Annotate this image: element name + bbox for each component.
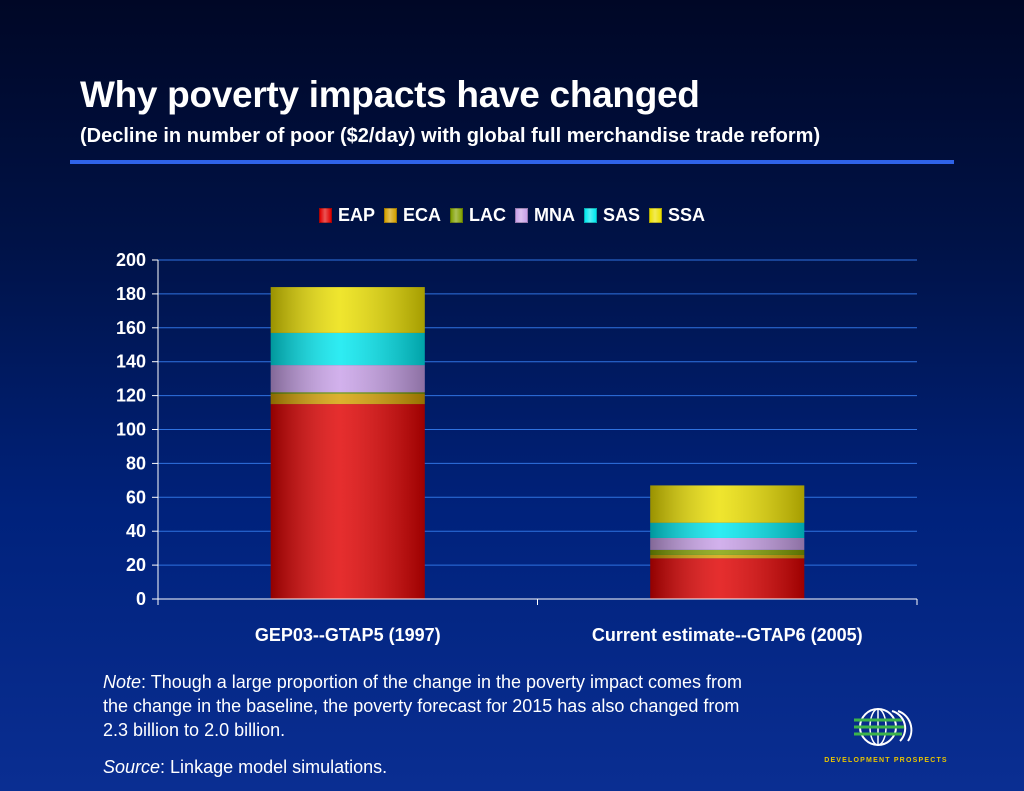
bar-segment-shading [650,522,805,538]
bar-segment-shading [270,332,425,366]
legend-item-sas: SAS [584,205,640,226]
legend-label: SAS [603,204,641,225]
legend-label: ECA [402,204,441,225]
y-tick-label: 200 [116,250,146,270]
legend-label: MNA [534,204,575,225]
globe-logo-icon [854,708,913,746]
y-tick-label: 180 [116,284,146,304]
y-tick-label: 60 [126,487,146,507]
bar-segment-shading [270,392,425,394]
source-body: : Linkage model simulations. [160,757,388,777]
legend-swatch [584,207,597,223]
legend-swatch [318,207,332,223]
legend-swatch [383,207,397,223]
legend-label: LAC [469,204,506,225]
logo-text: DEVELOPMENT PROSPECTS [824,757,948,764]
slide-subtitle: (Decline in number of poor ($2/day) with… [80,125,821,147]
development-prospects-logo: DEVELOPMENT PROSPECTS [820,705,952,767]
note-label: Note [103,672,142,692]
slide-title: Why poverty impacts have changed [80,74,700,115]
bar-segment-shading [270,404,425,599]
note-text: Note: Though a large proportion of the c… [103,670,753,742]
bar-segment-shading [650,485,805,523]
legend-swatch [450,207,463,223]
y-tick-label: 120 [116,386,146,406]
legend-label: SSA [668,204,706,225]
stacked-bar-chart: 0 20 40 60 80 100 120 140 160 180 200 GEP03--GTAP5 … [116,250,918,645]
bars [270,287,805,599]
bar-segment-shading [650,554,805,559]
chart-legend: EAP ECA LAC MNA SAS SSA [0,203,1024,227]
legend-swatch [649,207,663,223]
bar-segment-shading [650,549,805,555]
x-category-label: Current estimate--GTAP6 (2005) [592,625,863,645]
bar-segment-shading [270,393,425,405]
y-tick-label: 40 [126,521,146,541]
legend-item-lac: LAC [450,205,506,226]
legend-item-mna: MNA [515,205,575,226]
x-category-label: GEP03--GTAP5 (1997) [255,625,441,645]
axes: 0 20 40 60 80 100 120 140 160 180 200 GEP03--GTAP5 … [116,250,918,645]
bar-segment-shading [650,558,805,599]
y-tick-label: 140 [116,352,146,372]
y-tick-label: 80 [126,453,146,473]
title-divider [70,160,954,164]
bar-segment-shading [650,537,805,550]
source-text: Source: Linkage model simulations. [103,757,387,778]
bar-segment-shading [270,287,425,333]
y-tick-label: 20 [126,555,146,575]
legend-item-ssa: SSA [649,205,705,226]
legend-item-eca: ECA [383,204,441,226]
note-body: : Though a large proportion of the chang… [103,672,743,740]
legend-swatch [515,207,528,223]
bar-segment-shading [270,365,425,393]
y-tick-label: 160 [116,318,146,338]
source-label: Source [103,757,161,777]
legend-label: EAP [337,204,375,225]
legend-item-eap: EAP [318,204,375,226]
y-tick-label: 0 [136,589,146,609]
y-tick-label: 100 [116,420,146,440]
